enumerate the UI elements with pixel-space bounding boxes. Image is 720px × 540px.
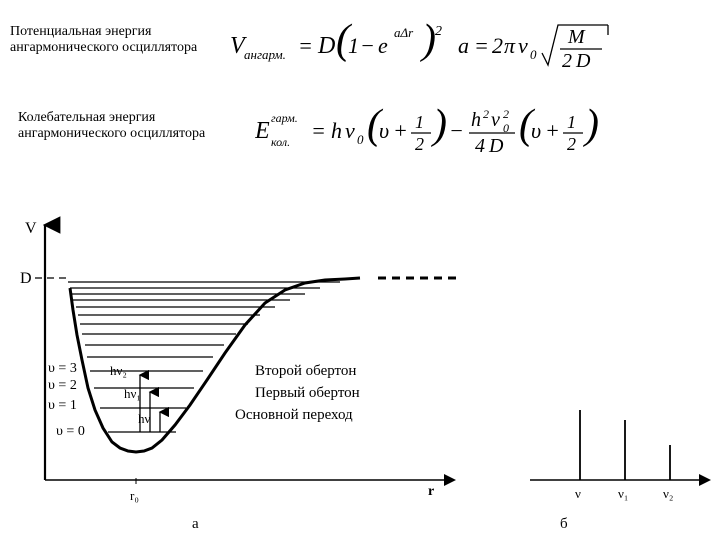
spectrum-lines xyxy=(580,410,670,480)
panel-b-label: б xyxy=(560,516,568,533)
v2-label: υ = 2 xyxy=(48,378,77,394)
d-label: D xyxy=(20,270,32,288)
main-transition-label: Основной переход xyxy=(235,407,353,424)
v2-spec-label: ν₂ xyxy=(663,486,673,502)
second-overtone-label: Второй обертон xyxy=(255,363,356,380)
first-overtone-label: Первый обертон xyxy=(255,385,360,402)
r0-label: r₀ xyxy=(130,488,139,504)
r-label: r xyxy=(428,484,434,500)
hv-label: hν xyxy=(138,411,150,427)
v1-spec-label: ν₁ xyxy=(618,486,628,502)
hv1-label: hν₁ xyxy=(124,386,141,402)
v-spec-label: ν xyxy=(575,486,581,502)
morse-potential-diagram xyxy=(0,0,720,540)
v0-label: υ = 0 xyxy=(56,424,85,440)
y-axis-label: V xyxy=(25,220,37,238)
v1-label: υ = 1 xyxy=(48,398,77,414)
panel-a-label: а xyxy=(192,516,199,533)
hv2-label: hν₂ xyxy=(110,363,127,379)
v3-label: υ = 3 xyxy=(48,361,77,377)
